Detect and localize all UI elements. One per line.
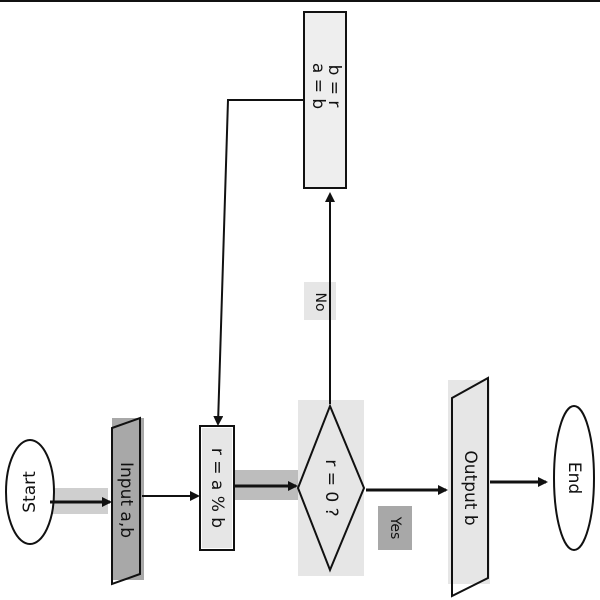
no-edge-label: No xyxy=(312,292,328,311)
remainder-node xyxy=(199,425,235,551)
yes-label-shade xyxy=(378,506,412,550)
edge-swap-remainder xyxy=(213,99,304,426)
end-node xyxy=(553,405,595,551)
remainder-shade xyxy=(202,428,232,548)
decision-node xyxy=(296,403,366,573)
swap-line1: a = b xyxy=(308,63,328,109)
swap-line2: b = r xyxy=(324,65,344,108)
start-label: Start xyxy=(20,471,40,513)
end-label: End xyxy=(564,462,584,494)
decision-shade xyxy=(298,400,364,576)
input-label: Input a,b xyxy=(116,462,136,538)
output-node xyxy=(451,376,489,598)
remainder-label: r = a % b xyxy=(207,448,227,528)
input-node xyxy=(111,416,141,586)
swap-node xyxy=(303,11,347,189)
start-node xyxy=(5,439,55,545)
output-label: Output b xyxy=(460,450,480,525)
input-shade xyxy=(112,418,144,580)
output-shade xyxy=(448,380,490,584)
decision-label: r = 0 ? xyxy=(321,459,341,516)
yes-edge-label: Yes xyxy=(387,516,403,540)
